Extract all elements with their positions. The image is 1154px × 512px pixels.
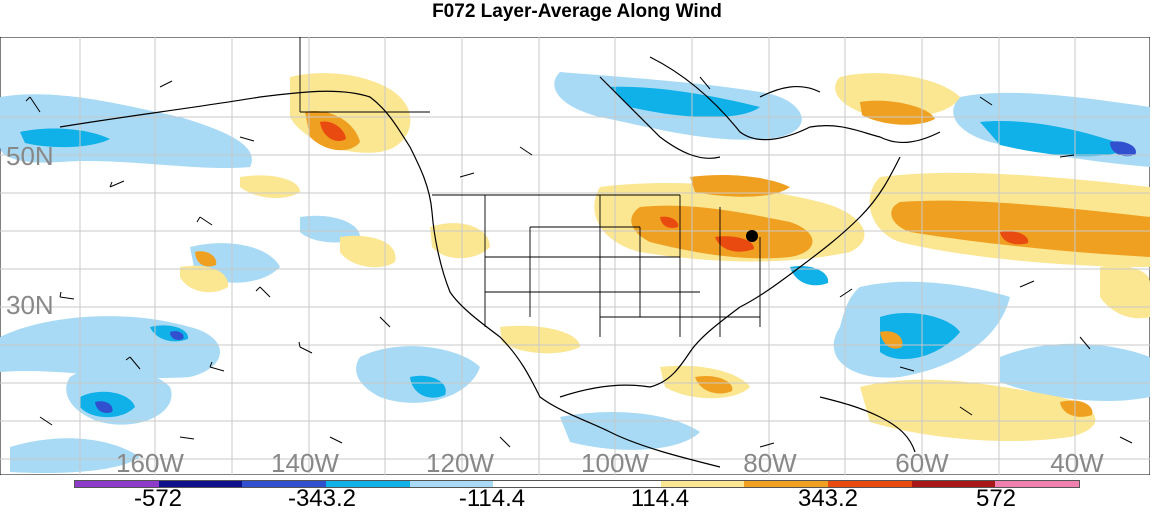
boundaries — [299, 37, 761, 337]
negative-field-strong — [95, 141, 1136, 413]
lon-label-80w: 80W — [743, 448, 797, 478]
colorbar-label-pos114: 114.4 — [630, 485, 690, 512]
lon-label-140w: 140W — [271, 448, 339, 478]
colorbar-label-neg114: -114.4 — [458, 485, 526, 512]
colorbar-segment-9 — [828, 481, 912, 487]
lat-label-30n: 30N — [6, 290, 54, 320]
map-title: F072 Layer-Average Along Wind — [432, 1, 722, 22]
colorbar-segment-5 — [493, 481, 578, 487]
positive-field-strong — [320, 121, 1029, 252]
lat-lon-grid — [0, 37, 1150, 475]
station-dot — [746, 230, 758, 242]
lon-label-160w: 160W — [116, 448, 184, 478]
lat-label-50n: 50N — [6, 141, 54, 171]
colorbar-label-pos572: 572 — [975, 485, 1017, 512]
colorbar-segment-8 — [744, 481, 829, 487]
lon-label-120w: 120W — [426, 448, 494, 478]
wind-barbs — [25, 76, 1133, 448]
colorbar-segment-4 — [409, 481, 494, 487]
colorbar-segment-6 — [577, 481, 661, 487]
colorbar-label-neg572: -572 — [133, 485, 183, 512]
colorbar-segment-10 — [911, 481, 996, 487]
colorbar — [74, 480, 1080, 488]
wind-map — [0, 37, 1150, 475]
colorbar-segment-3 — [326, 481, 410, 487]
colorbar-segment-1 — [158, 481, 243, 487]
coastlines — [59, 56, 941, 468]
lon-label-40w: 40W — [1050, 448, 1104, 478]
lon-label-60w: 60W — [895, 448, 949, 478]
lon-label-100w: 100W — [581, 448, 649, 478]
colorbar-segment-2 — [242, 481, 327, 487]
positive-field-medium — [195, 100, 1150, 417]
colorbar-segment-11 — [995, 481, 1080, 487]
colorbar-segment-0 — [75, 481, 159, 487]
colorbar-label-neg343: -343.2 — [287, 485, 357, 512]
colorbar-segment-7 — [660, 481, 745, 487]
negative-field-medium — [20, 86, 1130, 418]
colorbar-label-pos343: 343.2 — [797, 485, 859, 512]
